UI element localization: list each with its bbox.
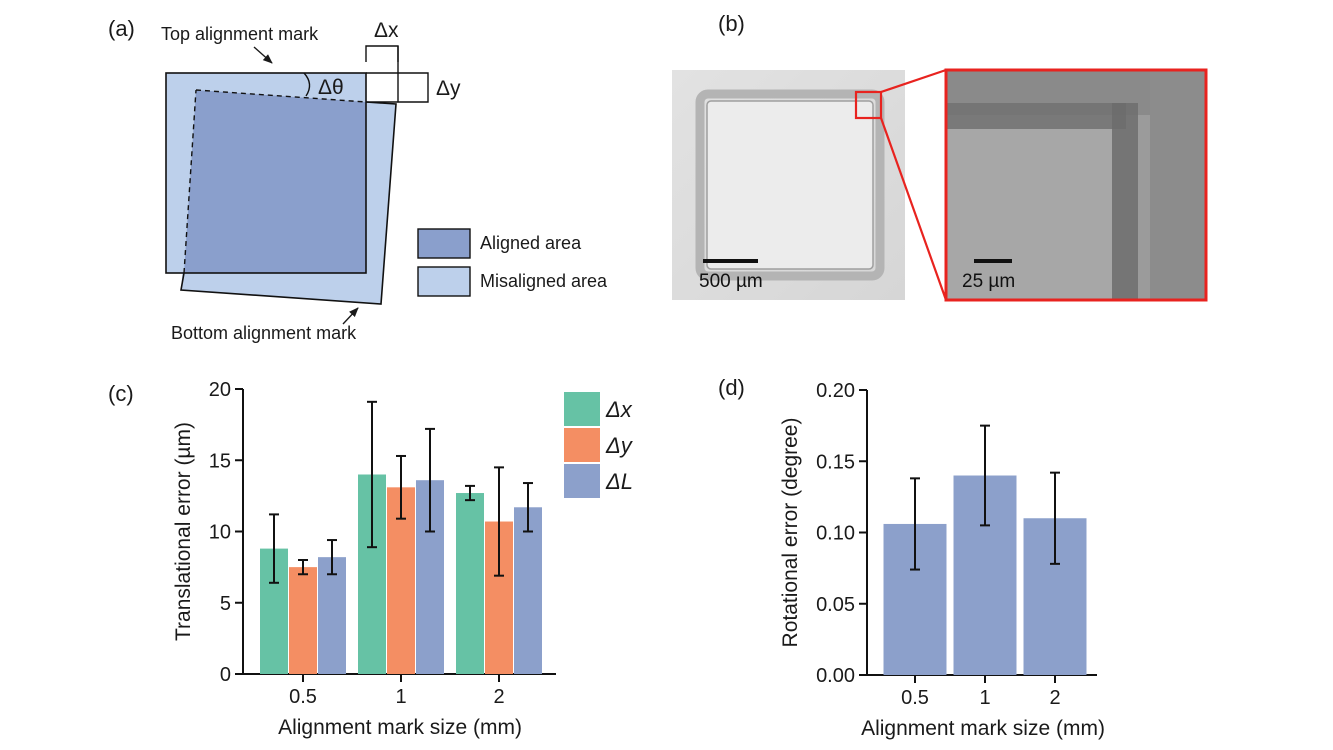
panel-d: (d) 0.00 0.05 0.10 0.15 0.20 0.5 1 2 Alignment m… bbox=[718, 375, 1105, 740]
panel-c-label: (c) bbox=[108, 381, 134, 406]
bar bbox=[289, 567, 317, 674]
y-tick-label: 0 bbox=[220, 664, 231, 686]
zoom-edge-right bbox=[1112, 103, 1138, 300]
x-axis-label: Alignment mark size (mm) bbox=[861, 717, 1105, 740]
dtheta-label: Δθ bbox=[318, 76, 344, 99]
y-tick-label: 15 bbox=[209, 450, 231, 472]
zoom-edge-top bbox=[946, 103, 1126, 129]
bar bbox=[514, 507, 542, 674]
zoom-connector-bottom bbox=[879, 117, 948, 301]
zoom-right-region bbox=[1150, 70, 1206, 300]
x-tick-label: 0.5 bbox=[901, 687, 929, 709]
legend-swatch-aligned bbox=[417, 228, 471, 259]
top-mark-label: Top alignment mark bbox=[161, 24, 319, 44]
x-tick-label: 2 bbox=[493, 686, 504, 708]
dy-bracket bbox=[366, 72, 429, 103]
micrograph-mark-inner bbox=[706, 100, 874, 270]
bar bbox=[318, 557, 346, 674]
y-tick-label: 0.00 bbox=[816, 665, 855, 687]
bottom-mark-hidden-edge bbox=[183, 89, 197, 274]
aligned-area bbox=[184, 90, 366, 273]
zoom-frame bbox=[944, 68, 1208, 302]
panel-b: (b) 500 µm 25 µm bbox=[672, 11, 1208, 302]
panel-c: (c) 0 5 10 15 20 0.5 1 2 Alignment mark size (mm… bbox=[108, 379, 634, 739]
angle-arc bbox=[303, 72, 311, 97]
legend-label: Δy bbox=[605, 433, 634, 458]
dx-label: Δx bbox=[374, 19, 399, 42]
legend-label-aligned: Aligned area bbox=[480, 233, 582, 253]
micrograph-mark-outer bbox=[695, 89, 885, 281]
panel-a-label: (a) bbox=[108, 16, 135, 41]
translational-error-chart: 0 5 10 15 20 0.5 1 2 Alignment mark size (mm) Tra… bbox=[172, 379, 634, 739]
dx-bracket bbox=[365, 45, 399, 62]
panel-b-label: (b) bbox=[718, 11, 745, 36]
y-tick-label: 0.15 bbox=[816, 451, 855, 473]
zoom-region-box bbox=[854, 90, 883, 120]
legend-swatch bbox=[564, 392, 600, 426]
bar bbox=[456, 493, 484, 674]
y-tick-label: 20 bbox=[209, 379, 231, 401]
bottom-mark-arrow bbox=[342, 307, 359, 325]
bottom-mark-outline bbox=[180, 101, 397, 305]
legend-swatch bbox=[564, 464, 600, 498]
y-tick-label: 10 bbox=[209, 522, 231, 544]
y-tick-label: 0.05 bbox=[816, 594, 855, 616]
zoom-connector-top bbox=[880, 68, 947, 94]
y-axis-label: Rotational error (degree) bbox=[779, 418, 802, 648]
rotational-error-chart: 0.00 0.05 0.10 0.15 0.20 0.5 1 2 Alignment mark … bbox=[779, 380, 1105, 740]
y-tick-label: 0.10 bbox=[816, 523, 855, 545]
y-tick-label: 0.20 bbox=[816, 380, 855, 402]
panel-d-label: (d) bbox=[718, 375, 745, 400]
panel-a: (a) Top alignment mark Δθ Δx Δy Bottom a… bbox=[108, 16, 608, 343]
x-tick-label: 2 bbox=[1049, 687, 1060, 709]
legend-swatch-misaligned bbox=[417, 266, 471, 297]
x-tick-label: 1 bbox=[395, 686, 406, 708]
scale-label-left: 500 µm bbox=[699, 271, 763, 292]
y-axis-label: Translational error (µm) bbox=[172, 422, 195, 641]
x-tick-label: 0.5 bbox=[289, 686, 317, 708]
dy-label: Δy bbox=[436, 77, 461, 100]
y-tick-label: 5 bbox=[220, 593, 231, 615]
x-axis-label: Alignment mark size (mm) bbox=[278, 716, 522, 739]
bottom-mark-hidden-top bbox=[195, 89, 367, 103]
x-tick-label: 1 bbox=[979, 687, 990, 709]
legend-label: ΔL bbox=[605, 469, 633, 494]
legend-label: Δx bbox=[605, 397, 633, 422]
legend-label-misaligned: Misaligned area bbox=[480, 271, 608, 291]
scale-label-right: 25 µm bbox=[962, 271, 1015, 292]
top-mark-arrow bbox=[253, 46, 273, 64]
zoom-inner-region bbox=[946, 129, 1112, 300]
legend-swatch bbox=[564, 428, 600, 462]
top-mark-outline bbox=[165, 72, 367, 274]
bottom-mark-label: Bottom alignment mark bbox=[171, 323, 357, 343]
